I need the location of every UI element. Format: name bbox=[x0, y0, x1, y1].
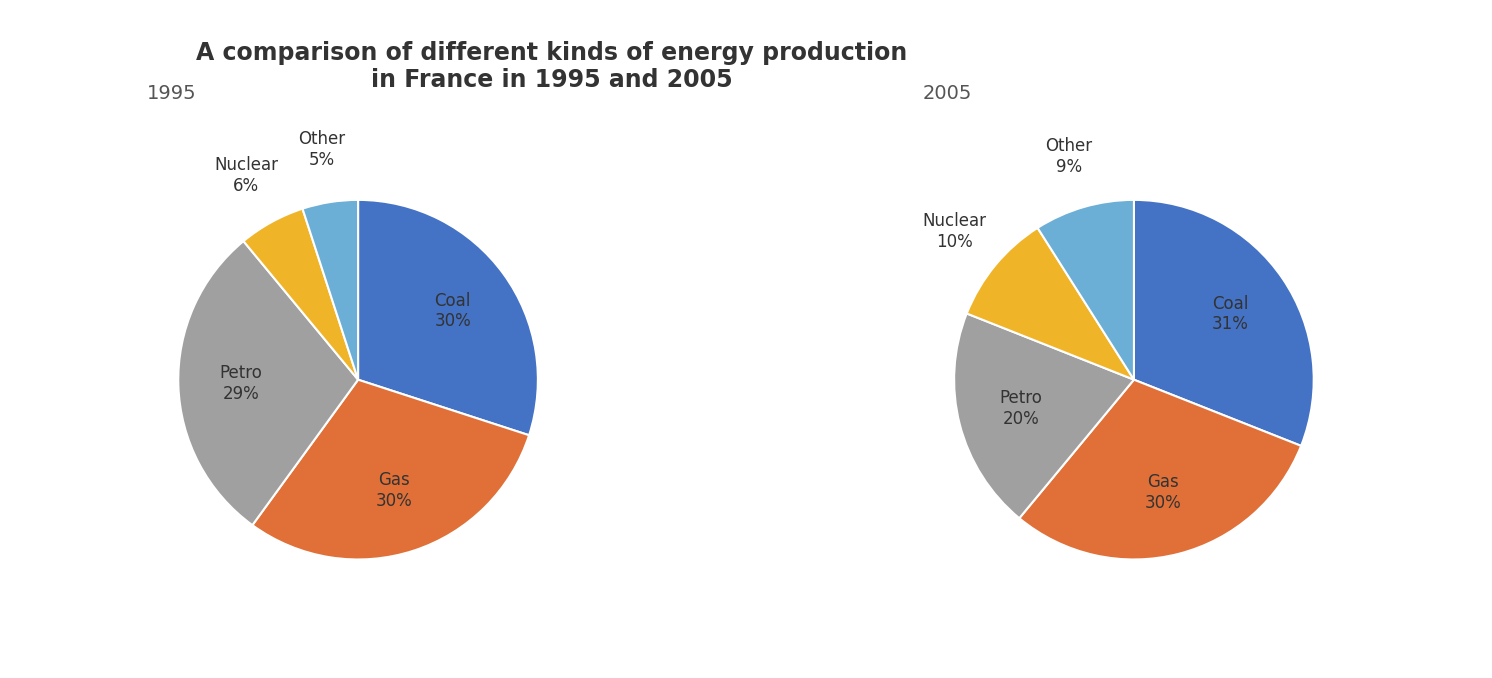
Text: Coal
31%: Coal 31% bbox=[1212, 294, 1249, 334]
Wedge shape bbox=[1019, 380, 1301, 559]
Text: A comparison of different kinds of energy production
in France in 1995 and 2005: A comparison of different kinds of energ… bbox=[197, 41, 907, 92]
Text: Gas
30%: Gas 30% bbox=[1144, 473, 1182, 513]
Wedge shape bbox=[1134, 200, 1314, 446]
Text: 2005: 2005 bbox=[922, 83, 971, 102]
Wedge shape bbox=[1037, 200, 1134, 380]
Wedge shape bbox=[252, 380, 530, 559]
Wedge shape bbox=[967, 228, 1134, 380]
Text: Petro
20%: Petro 20% bbox=[1000, 389, 1041, 428]
Text: Other
5%: Other 5% bbox=[298, 130, 345, 170]
Text: Other
9%: Other 9% bbox=[1046, 137, 1092, 176]
Wedge shape bbox=[178, 241, 358, 525]
Text: Nuclear
10%: Nuclear 10% bbox=[922, 212, 986, 251]
Wedge shape bbox=[303, 200, 358, 380]
Wedge shape bbox=[243, 209, 358, 380]
Text: Petro
29%: Petro 29% bbox=[219, 364, 263, 403]
Wedge shape bbox=[953, 313, 1134, 518]
Text: Coal
30%: Coal 30% bbox=[434, 292, 471, 330]
Wedge shape bbox=[358, 200, 539, 435]
Text: Gas
30%: Gas 30% bbox=[376, 471, 413, 511]
Text: Nuclear
6%: Nuclear 6% bbox=[213, 157, 278, 195]
Text: 1995: 1995 bbox=[146, 83, 195, 102]
